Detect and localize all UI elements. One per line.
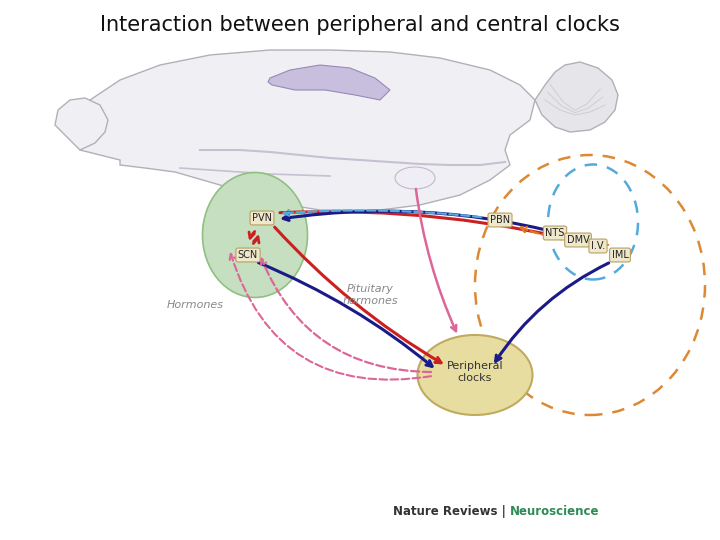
Text: Peripheral
clocks: Peripheral clocks [446, 361, 503, 383]
Text: I.V.: I.V. [591, 241, 605, 251]
Text: NTS: NTS [545, 228, 564, 238]
Text: PBN: PBN [490, 215, 510, 225]
Text: IML: IML [611, 250, 629, 260]
Ellipse shape [418, 335, 533, 415]
Text: PVN: PVN [252, 213, 272, 223]
Text: Neuroscience: Neuroscience [510, 505, 600, 518]
Polygon shape [268, 65, 390, 100]
Text: Hormones: Hormones [166, 300, 223, 310]
Text: Interaction between peripheral and central clocks: Interaction between peripheral and centr… [100, 15, 620, 35]
Text: Nature Reviews |: Nature Reviews | [393, 505, 510, 518]
Ellipse shape [202, 172, 307, 298]
Polygon shape [535, 62, 618, 132]
Text: Pituitary
hormones: Pituitary hormones [342, 284, 398, 306]
Text: DMV: DMV [567, 235, 590, 245]
Text: SCN: SCN [238, 250, 258, 260]
Polygon shape [70, 50, 535, 210]
Polygon shape [55, 98, 108, 150]
Ellipse shape [395, 167, 435, 189]
